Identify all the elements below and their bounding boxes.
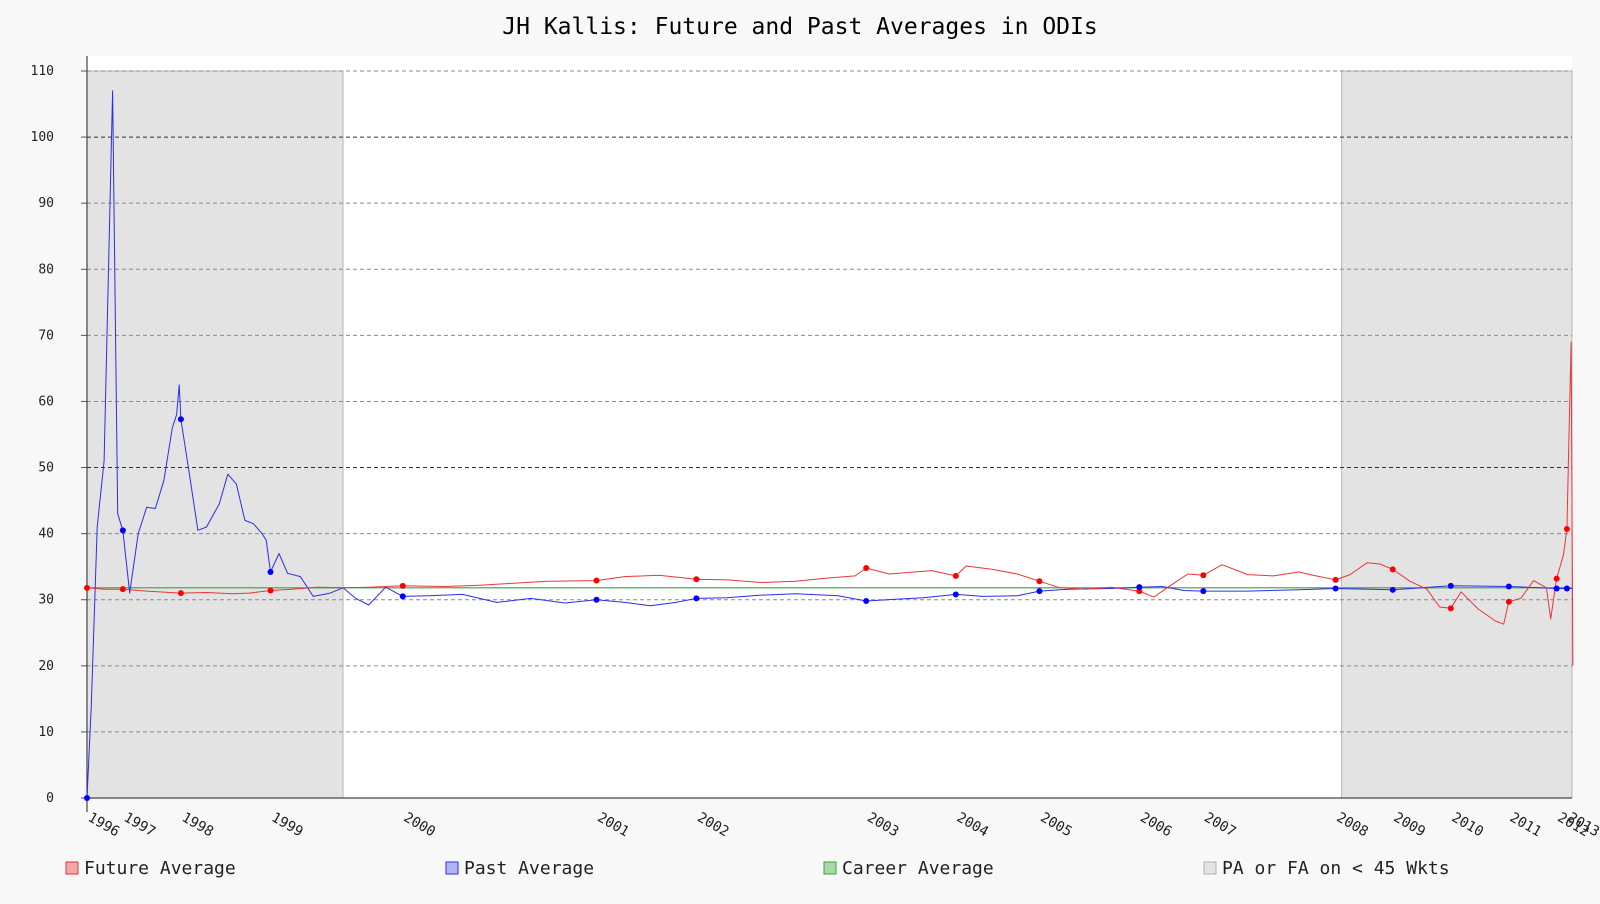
data-point-future-average: [863, 565, 870, 572]
x-tick-label: 1998: [179, 810, 216, 841]
x-tick-label: 2010: [1449, 810, 1486, 841]
legend-label: Career Average: [842, 858, 994, 879]
legend-swatch: [823, 861, 837, 875]
legend-label: Future Average: [84, 858, 236, 879]
y-tick-label: 30: [38, 593, 54, 608]
y-tick-label: 60: [38, 394, 54, 409]
x-tick-label: 2007: [1201, 810, 1238, 841]
data-point-past-average: [863, 598, 870, 605]
data-point-past-average: [693, 595, 700, 602]
data-point-future-average: [267, 587, 274, 594]
legend-swatch: [1203, 861, 1217, 875]
data-point-past-average: [1563, 585, 1570, 592]
x-tick-label: 2011: [1507, 810, 1544, 841]
data-point-future-average: [1389, 566, 1396, 573]
x-tick-label: 1996: [85, 810, 122, 841]
legend-label: PA or FA on < 45 Wkts: [1222, 858, 1450, 879]
data-point-future-average: [952, 572, 959, 579]
x-tick-label: 2001: [595, 810, 632, 841]
data-point-past-average: [399, 593, 406, 600]
series-line-future-average: [86, 341, 1574, 666]
x-tick-label: 1999: [268, 810, 305, 841]
data-point-future-average: [1200, 572, 1207, 579]
y-tick-label: 20: [38, 659, 54, 674]
data-point-past-average: [1332, 585, 1339, 592]
data-point-future-average: [1332, 576, 1339, 583]
data-point-past-average: [1200, 588, 1207, 595]
data-point-past-average: [1036, 588, 1043, 595]
data-point-future-average: [177, 590, 184, 597]
legend-swatch: [65, 861, 79, 875]
y-tick-label: 100: [31, 130, 54, 145]
x-tick-label: 2003: [864, 810, 901, 841]
x-tick-label: 2006: [1137, 810, 1174, 841]
data-point-future-average: [1036, 578, 1043, 585]
y-tick-label: 0: [46, 791, 54, 806]
shaded-region: [1341, 70, 1573, 799]
data-point-future-average: [1563, 526, 1570, 533]
data-point-past-average: [1136, 584, 1143, 591]
legend: Future Average Past Average Career Average…: [65, 858, 1450, 879]
data-point-future-average: [1505, 598, 1512, 605]
data-point-past-average: [593, 596, 600, 603]
y-tick-label: 110: [31, 64, 54, 79]
y-tick-label: 40: [38, 527, 54, 542]
data-point-future-average: [593, 577, 600, 584]
data-point-future-average: [84, 584, 90, 591]
shaded-region: [86, 70, 344, 799]
y-tick-label: 90: [38, 196, 54, 211]
data-point-future-average: [399, 582, 406, 589]
y-tick-label: 80: [38, 262, 54, 277]
x-tick-label: 2008: [1334, 810, 1371, 841]
y-tick-label: 70: [38, 328, 54, 343]
x-tick-label: 2002: [694, 810, 731, 841]
data-point-past-average: [119, 527, 126, 534]
data-point-future-average: [119, 586, 126, 593]
data-point-past-average: [1553, 585, 1560, 592]
legend-swatch: [445, 861, 459, 875]
data-point-past-average: [1505, 583, 1512, 590]
data-point-past-average: [84, 795, 90, 801]
x-tick-label: 2009: [1391, 810, 1428, 841]
data-point-future-average: [693, 576, 700, 583]
data-point-past-average: [952, 591, 959, 598]
legend-label: Past Average: [464, 858, 594, 879]
chart-title: JH Kallis: Future and Past Averages in O…: [502, 14, 1097, 40]
data-point-past-average: [1447, 582, 1454, 589]
x-tick-label: 1997: [121, 810, 158, 841]
data-point-past-average: [1389, 586, 1396, 593]
data-point-past-average: [177, 416, 184, 423]
y-tick-label: 10: [38, 725, 54, 740]
data-point-future-average: [1553, 575, 1560, 582]
data-point-future-average: [1447, 605, 1454, 612]
x-tick-label: 2005: [1037, 810, 1074, 841]
x-tick-label: 2000: [401, 810, 438, 841]
y-tick-label: 50: [38, 461, 54, 476]
x-tick-label: 2004: [954, 810, 991, 841]
data-point-past-average: [267, 568, 274, 575]
